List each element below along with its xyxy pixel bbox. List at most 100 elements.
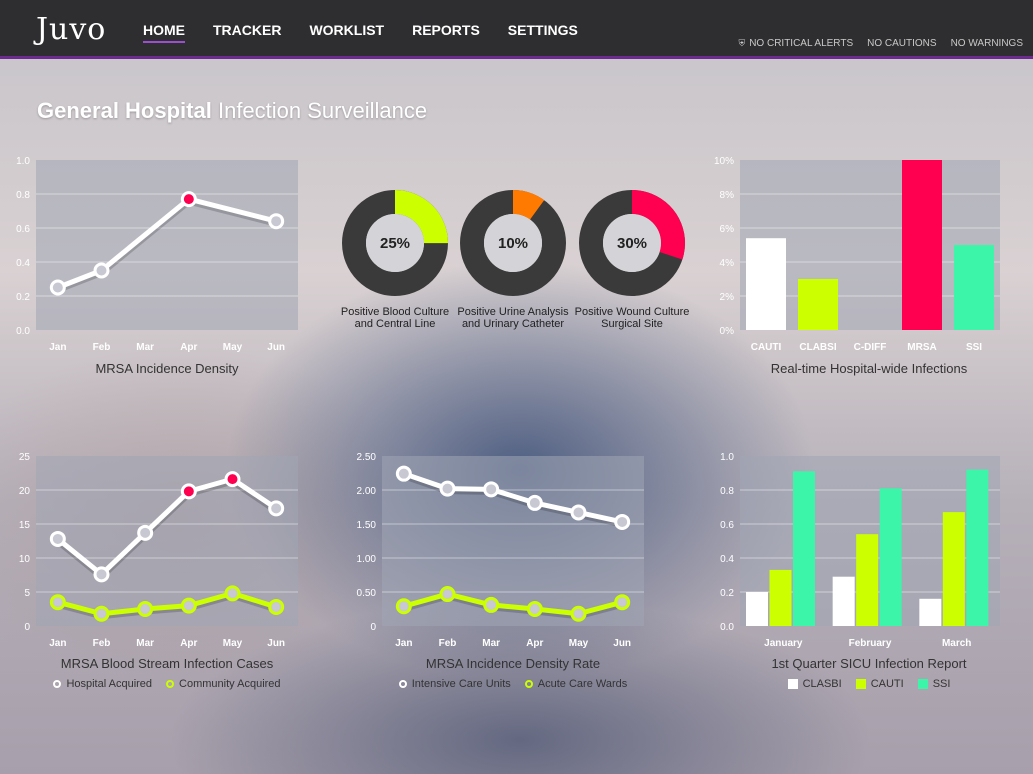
donut-caption-line: and Central Line xyxy=(354,318,436,330)
y-tick-label: 0.50 xyxy=(357,588,377,599)
x-tick-label: Jun xyxy=(267,638,285,649)
y-tick-label: 2.00 xyxy=(357,486,377,497)
data-point xyxy=(570,605,587,622)
donut-caption: Positive Wound Culture Surgical Site xyxy=(572,306,692,330)
y-tick-label: 4% xyxy=(720,258,735,269)
donut-caption-line: Positive Wound Culture xyxy=(574,306,690,318)
realtime-infections-chart: 0% 2% 4% 6% 8% 10% CAUTI CLABSI C-DIFF MRSA SSI xyxy=(714,156,1000,353)
y-tick-label: 8% xyxy=(720,190,735,201)
donut-caption-line: Positive Urine Analysis xyxy=(457,306,569,318)
data-point xyxy=(180,597,197,614)
app-logo[interactable]: Juvo xyxy=(36,12,107,47)
x-tick-label: Apr xyxy=(526,638,543,649)
y-tick-label: 0.0 xyxy=(16,326,30,337)
data-point xyxy=(614,594,631,611)
y-tick-label: 20 xyxy=(19,486,31,497)
data-point xyxy=(268,598,285,615)
legend-item-icu[interactable]: Intensive Care Units xyxy=(398,678,511,690)
y-tick-label: 10 xyxy=(19,554,31,565)
main-nav: HOME TRACKER WORKLIST REPORTS SETTINGS xyxy=(143,22,606,43)
data-point xyxy=(526,494,543,511)
alert-status-bar: ⛨ NO CRITICAL ALERTS NO CAUTIONS NO WARNI… xyxy=(738,38,1023,49)
bar-clasbi xyxy=(746,592,768,626)
legend-marker xyxy=(917,679,928,689)
chart-caption-sicu: 1st Quarter SICU Infection Report xyxy=(771,656,967,671)
warnings-status[interactable]: NO WARNINGS xyxy=(950,38,1023,49)
data-point xyxy=(49,279,66,296)
page-title-bold: General Hospital xyxy=(37,98,212,123)
bar-ssi xyxy=(954,245,994,330)
x-tick-label: CAUTI xyxy=(751,342,782,353)
x-tick-label: MRSA xyxy=(907,342,936,353)
cautions-status[interactable]: NO CAUTIONS xyxy=(867,38,937,49)
nav-reports[interactable]: REPORTS xyxy=(412,22,480,38)
series-line xyxy=(56,476,278,577)
y-tick-label: 0 xyxy=(370,622,376,633)
legend-item-ssi[interactable]: SSI xyxy=(917,678,950,690)
chart-caption-realtime: Real-time Hospital-wide Infections xyxy=(770,361,968,376)
bar-ssi xyxy=(879,488,902,626)
legend-item-cauti[interactable]: CAUTI xyxy=(855,678,904,690)
x-tick-label: Jun xyxy=(267,342,285,353)
x-tick-label: Mar xyxy=(136,342,154,353)
y-tick-label: 1.0 xyxy=(16,156,30,167)
legend-marker xyxy=(166,680,175,688)
donut-chart: 30% xyxy=(579,190,685,296)
y-tick-label: 0.0 xyxy=(720,622,734,633)
legend-marker xyxy=(787,679,798,689)
bar-ssi xyxy=(793,471,815,626)
bar-cauti xyxy=(942,512,965,626)
x-tick-label: March xyxy=(942,638,971,649)
legend-sicu: CLASBI CAUTI SSI xyxy=(738,678,1000,690)
data-point xyxy=(395,598,412,615)
nav-settings[interactable]: SETTINGS xyxy=(507,22,578,38)
legend-item-hospital-acquired[interactable]: Hospital Acquired xyxy=(53,678,152,690)
donut-hole xyxy=(484,214,542,272)
donut-chart: 25% xyxy=(342,190,448,296)
y-tick-label: 0 xyxy=(24,622,30,633)
legend-bsi: Hospital Acquired Community Acquired xyxy=(36,678,298,690)
density-rate-chart: 0 0.50 1.00 1.50 2.00 2.50 Jan Feb Mar Apr May Jun xyxy=(357,452,644,649)
legend-item-clasbi[interactable]: CLASBI xyxy=(787,678,842,690)
donut-caption-line: Positive Blood Culture xyxy=(340,306,450,318)
sicu-report-chart: 0.0 0.2 0.4 0.6 0.8 1.0 January February March xyxy=(720,452,1000,649)
nav-worklist[interactable]: WORKLIST xyxy=(309,22,385,38)
x-tick-label: SSI xyxy=(966,342,982,353)
y-tick-label: 0.6 xyxy=(16,224,30,235)
x-tick-label: May xyxy=(569,638,589,649)
data-point xyxy=(224,585,241,602)
x-tick-label: May xyxy=(223,638,243,649)
y-tick-label: 1.50 xyxy=(357,520,377,531)
bar-clasbi xyxy=(832,576,855,626)
donut-hole xyxy=(366,214,424,272)
y-tick-label: 1.0 xyxy=(720,452,734,463)
data-point xyxy=(570,504,587,521)
bar-cauti xyxy=(769,569,792,626)
nav-tracker[interactable]: TRACKER xyxy=(213,22,282,38)
x-tick-label: May xyxy=(223,342,243,353)
nav-home[interactable]: HOME xyxy=(143,22,185,43)
y-tick-label: 0.2 xyxy=(16,292,30,303)
page-title-light: Infection Surveillance xyxy=(217,98,428,123)
y-tick-label: 2.50 xyxy=(357,452,377,463)
y-tick-label: 0.4 xyxy=(16,258,30,269)
x-tick-label: Jan xyxy=(49,638,66,649)
data-point xyxy=(439,586,456,603)
critical-alerts-status[interactable]: ⛨ NO CRITICAL ALERTS xyxy=(738,38,854,49)
donut-chart: 10% xyxy=(460,190,566,296)
chart-caption-bsi: MRSA Blood Stream Infection Cases xyxy=(60,656,274,671)
donut-slice xyxy=(342,190,448,296)
data-point xyxy=(49,530,66,547)
y-tick-label: 15 xyxy=(19,520,31,531)
x-tick-label: January xyxy=(764,638,803,649)
legend-item-community-acquired[interactable]: Community Acquired xyxy=(166,678,281,690)
chart-caption-density-rate: MRSA Incidence Density Rate xyxy=(425,656,601,671)
legend-item-acute-care[interactable]: Acute Care Wards xyxy=(524,678,627,690)
legend-density-rate: Intensive Care Units Acute Care Wards xyxy=(382,678,644,690)
x-tick-label: Feb xyxy=(93,638,111,649)
series-line xyxy=(56,196,277,290)
donut-slice xyxy=(460,190,566,296)
y-tick-label: 0.8 xyxy=(16,190,30,201)
data-point xyxy=(268,213,285,230)
y-tick-label: 10% xyxy=(714,156,734,167)
